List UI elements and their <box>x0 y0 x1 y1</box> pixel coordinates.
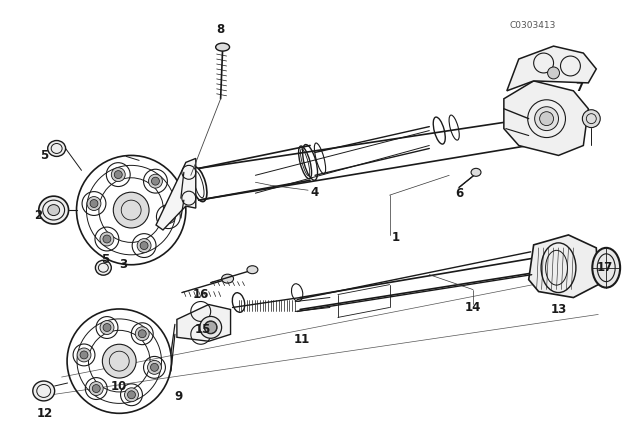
Ellipse shape <box>471 168 481 177</box>
Text: C0303413: C0303413 <box>510 22 556 30</box>
Circle shape <box>148 174 163 188</box>
Ellipse shape <box>592 248 620 288</box>
Circle shape <box>115 171 122 179</box>
Polygon shape <box>156 159 196 230</box>
Text: 15: 15 <box>195 323 211 336</box>
Text: 6: 6 <box>455 187 463 200</box>
Circle shape <box>92 384 100 392</box>
Circle shape <box>103 235 111 243</box>
Ellipse shape <box>95 260 111 275</box>
Polygon shape <box>177 305 230 341</box>
Circle shape <box>80 351 88 359</box>
Circle shape <box>103 323 111 332</box>
Ellipse shape <box>540 112 554 125</box>
Ellipse shape <box>200 316 221 338</box>
Polygon shape <box>529 235 598 297</box>
Circle shape <box>140 241 148 250</box>
Ellipse shape <box>534 107 559 130</box>
Text: 2: 2 <box>34 209 42 222</box>
Text: 1: 1 <box>392 232 399 245</box>
Ellipse shape <box>48 205 60 215</box>
Polygon shape <box>507 46 596 91</box>
Circle shape <box>152 177 159 185</box>
Text: 16: 16 <box>193 288 209 301</box>
Circle shape <box>100 232 114 246</box>
Text: 11: 11 <box>294 333 310 346</box>
Circle shape <box>87 197 101 211</box>
Ellipse shape <box>33 381 54 401</box>
Circle shape <box>205 321 217 333</box>
Circle shape <box>148 360 161 375</box>
Circle shape <box>90 199 98 207</box>
Circle shape <box>161 210 175 224</box>
Circle shape <box>135 327 149 340</box>
Circle shape <box>125 388 138 402</box>
Text: 10: 10 <box>111 380 127 393</box>
Text: 7: 7 <box>575 82 584 95</box>
Text: 14: 14 <box>465 301 481 314</box>
Ellipse shape <box>221 274 234 283</box>
Text: 5: 5 <box>101 253 109 266</box>
Circle shape <box>582 110 600 128</box>
Text: 17: 17 <box>597 261 613 274</box>
Circle shape <box>77 348 91 362</box>
Text: 12: 12 <box>36 407 53 420</box>
Text: 8: 8 <box>216 23 225 36</box>
Circle shape <box>113 192 149 228</box>
Text: 5: 5 <box>40 149 48 162</box>
Ellipse shape <box>48 141 65 156</box>
Ellipse shape <box>216 43 230 51</box>
Circle shape <box>111 168 125 181</box>
Text: 3: 3 <box>119 258 127 271</box>
Circle shape <box>164 213 172 220</box>
Circle shape <box>138 330 146 338</box>
Polygon shape <box>504 81 588 155</box>
Circle shape <box>100 321 114 335</box>
Circle shape <box>90 382 103 396</box>
Text: 9: 9 <box>175 390 183 403</box>
Ellipse shape <box>39 196 68 224</box>
Circle shape <box>150 363 159 371</box>
Text: 4: 4 <box>310 186 318 199</box>
Circle shape <box>137 239 151 253</box>
Text: 13: 13 <box>550 303 566 316</box>
Circle shape <box>548 67 559 79</box>
Ellipse shape <box>247 266 258 274</box>
Circle shape <box>127 391 136 399</box>
Circle shape <box>102 344 136 378</box>
